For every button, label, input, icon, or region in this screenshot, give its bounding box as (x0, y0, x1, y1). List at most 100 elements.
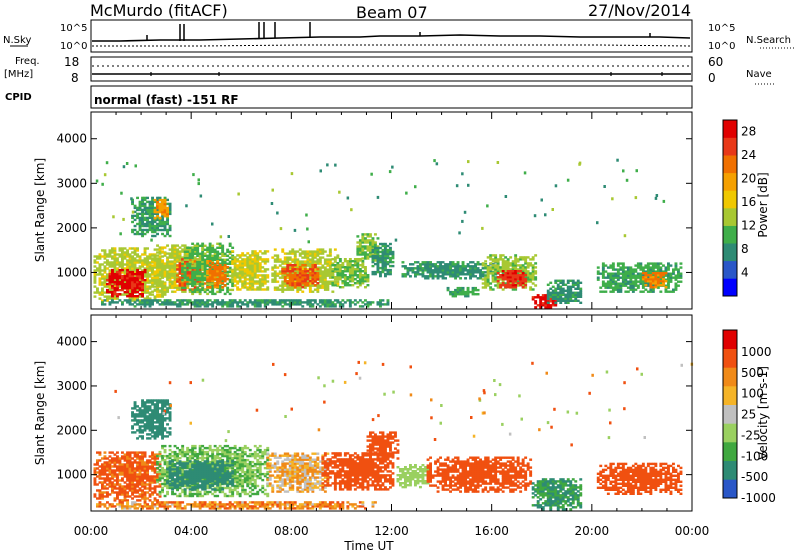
data-cell (208, 246, 212, 249)
data-cell (283, 252, 287, 255)
data-cell (161, 474, 164, 478)
data-cell (183, 256, 187, 259)
data-cell (256, 264, 260, 267)
data-cell (629, 272, 633, 275)
data-cell (308, 252, 312, 255)
data-cell (549, 293, 553, 296)
data-cell (461, 288, 465, 292)
data-cell (346, 282, 350, 285)
data-cell (191, 268, 195, 271)
data-cell (226, 270, 230, 274)
data-cell (303, 276, 307, 279)
data-cell (108, 471, 112, 474)
data-cell (128, 276, 132, 280)
data-cell (161, 276, 164, 279)
data-cell (101, 467, 104, 470)
data-cell (161, 291, 164, 294)
data-cell (306, 280, 310, 283)
scatter-speckles (95, 158, 666, 244)
data-cell (672, 288, 675, 291)
data-cell (141, 259, 144, 262)
data-cell (404, 275, 407, 278)
data-cell (216, 266, 220, 269)
data-cell (213, 266, 217, 269)
data-cell (263, 252, 267, 255)
data-cell (166, 198, 169, 202)
data-cell (619, 290, 623, 293)
data-cell (296, 260, 300, 263)
data-cell (123, 290, 127, 294)
data-cell (148, 301, 152, 304)
data-cell (168, 268, 172, 271)
data-cell (631, 268, 635, 271)
data-cell (261, 266, 265, 269)
data-cell (108, 295, 112, 298)
data-cell (176, 278, 179, 281)
data-cell (611, 286, 615, 289)
data-cell (206, 248, 210, 251)
data-cell (121, 263, 124, 266)
data-cell (153, 487, 157, 490)
data-cell (286, 262, 290, 265)
data-cell (131, 274, 134, 278)
data-cell (664, 268, 668, 271)
data-cell (446, 271, 450, 274)
data-cell (326, 262, 330, 265)
data-cell (609, 272, 613, 275)
data-cell (539, 304, 543, 307)
data-cell (181, 303, 185, 306)
data-cell (444, 263, 447, 266)
data-cell (364, 247, 367, 250)
data-cell (286, 299, 290, 302)
data-cell (511, 264, 515, 267)
data-cell (248, 268, 252, 271)
data-cell (211, 264, 215, 268)
data-cell (494, 270, 498, 273)
data-cell (256, 274, 260, 277)
data-cell (258, 286, 262, 289)
data-cell (193, 301, 197, 304)
data-cell (228, 260, 232, 263)
data-cell (218, 290, 222, 294)
data-cell (494, 256, 498, 259)
data-cell (521, 280, 525, 283)
data-cell (226, 282, 230, 286)
data-cell (333, 266, 337, 269)
data-cell (121, 451, 124, 454)
data-cell (156, 198, 159, 202)
data-cell (193, 305, 197, 308)
data-cell (664, 270, 668, 273)
data-cell (218, 242, 222, 245)
data-cell (293, 303, 297, 306)
data-cell (143, 453, 147, 456)
data-cell (223, 301, 227, 304)
data-cell (328, 260, 332, 263)
data-cell (534, 276, 538, 279)
data-cell (634, 268, 638, 271)
data-cell (208, 282, 212, 286)
data-cell (126, 475, 129, 478)
data-cell (529, 278, 533, 281)
data-cell (414, 261, 417, 264)
data-cell (551, 300, 555, 303)
data-cell (163, 268, 167, 271)
data-cell (146, 479, 149, 482)
data-cell (126, 274, 129, 278)
data-cell (639, 266, 643, 269)
data-cell (494, 258, 498, 261)
data-cell (484, 266, 488, 269)
data-cell (356, 276, 360, 279)
data-cell (293, 266, 297, 269)
data-cell (116, 475, 119, 478)
data-cell (624, 280, 628, 283)
data-cell (554, 291, 558, 294)
data-cell (141, 281, 144, 284)
data-cell (136, 212, 139, 216)
data-cell (524, 282, 528, 285)
data-cell (655, 194, 659, 197)
data-cell (138, 493, 142, 496)
data-cell (667, 276, 670, 279)
data-cell (163, 266, 167, 269)
data-cell (136, 455, 139, 458)
data-cell (153, 266, 157, 269)
